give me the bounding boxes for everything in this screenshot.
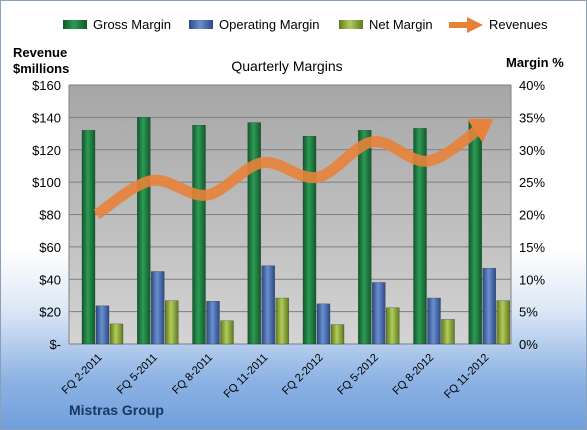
legend-label-gross-margin: Gross Margin xyxy=(93,17,171,32)
bar-gross-margin xyxy=(247,122,261,345)
bar-operating-margin xyxy=(261,265,275,345)
x-tick-label: FQ 11-2011 xyxy=(222,352,271,401)
legend-swatch-operating-margin xyxy=(189,20,213,29)
right-tick-label: 20% xyxy=(519,208,545,223)
left-tick-label: $160 xyxy=(32,78,61,93)
legend-swatch-net-margin xyxy=(339,20,363,29)
x-tick-label: FQ 11-2012 xyxy=(442,352,491,401)
x-tick-label: FQ 8-2012 xyxy=(391,352,437,398)
legend-label-net-margin: Net Margin xyxy=(369,17,433,32)
x-tick-label: FQ 8-2011 xyxy=(170,352,215,397)
bar-gross-margin xyxy=(192,124,206,345)
revenue-line xyxy=(93,120,487,220)
legend-label-operating-margin: Operating Margin xyxy=(219,17,319,32)
x-tick-label: FQ 2-2012 xyxy=(280,352,326,398)
bar-series xyxy=(81,117,510,345)
bar-net-margin xyxy=(109,323,124,345)
bar-net-margin xyxy=(496,300,510,345)
revenue-arrow-head xyxy=(467,118,494,143)
bar-net-margin xyxy=(441,319,455,345)
bar-net-margin xyxy=(165,300,179,345)
left-tick-label: $80 xyxy=(39,208,61,223)
bar-operating-margin xyxy=(482,268,496,345)
x-tick-label: FQ 5-2012 xyxy=(335,352,381,398)
bar-operating-margin xyxy=(427,297,441,345)
legend-label-revenues: Revenues xyxy=(489,17,548,32)
bar-operating-margin xyxy=(206,301,220,345)
revenue-series xyxy=(93,118,494,220)
left-axis-title-line1: Revenue xyxy=(13,45,67,60)
bar-operating-margin xyxy=(151,271,165,345)
bar-gross-margin xyxy=(137,117,151,345)
bar-net-margin xyxy=(330,324,345,345)
bar-operating-margin xyxy=(95,305,110,345)
left-tick-label: $140 xyxy=(32,110,61,125)
x-axis-ticks: FQ 2-2011 FQ 5-2011 FQ 8-2011 FQ 11-2011 FQ … xyxy=(60,352,492,401)
right-axis-title: Margin % xyxy=(506,55,564,70)
right-tick-label: 10% xyxy=(519,272,545,287)
bar-operating-margin xyxy=(316,303,331,345)
company-name: Mistras Group xyxy=(69,402,164,418)
right-tick-label: 25% xyxy=(519,175,545,190)
right-tick-label: 40% xyxy=(519,78,545,93)
bar-gross-margin xyxy=(413,128,427,345)
left-tick-label: $20 xyxy=(39,305,61,320)
bar-gross-margin xyxy=(358,130,372,345)
bar-net-margin xyxy=(275,297,289,345)
left-tick-label: $40 xyxy=(39,272,61,287)
left-axis-ticks: $- $20 $40 $60 $80 $100 $120 $140 $160 xyxy=(32,78,61,352)
right-tick-label: 15% xyxy=(519,240,545,255)
bar-net-margin xyxy=(386,307,400,345)
right-tick-label: 30% xyxy=(519,143,545,158)
left-axis-title-line2: $millions xyxy=(13,61,69,76)
bar-gross-margin xyxy=(302,136,317,345)
bar-net-margin xyxy=(220,320,234,345)
legend-swatch-gross-margin xyxy=(63,20,87,29)
left-tick-label: $60 xyxy=(39,240,61,255)
left-tick-label: $- xyxy=(49,337,61,352)
right-tick-label: 35% xyxy=(519,110,545,125)
legend-swatch-revenues xyxy=(449,17,483,33)
x-tick-label: FQ 2-2011 xyxy=(60,352,105,397)
chart-title: Quarterly Margins xyxy=(231,58,342,74)
legend: Gross Margin Operating Margin Net Margin… xyxy=(63,17,548,33)
bar-gross-margin xyxy=(468,121,482,345)
left-tick-label: $120 xyxy=(32,143,61,158)
bar-operating-margin xyxy=(372,282,386,345)
right-tick-label: 0% xyxy=(519,337,538,352)
left-tick-label: $100 xyxy=(32,175,61,190)
x-tick-label: FQ 5-2011 xyxy=(115,352,160,397)
right-axis-ticks: 0% 5% 10% 15% 20% 25% 30% 35% 40% xyxy=(519,78,545,352)
bar-gross-margin xyxy=(81,130,96,345)
right-tick-label: 5% xyxy=(519,305,538,320)
